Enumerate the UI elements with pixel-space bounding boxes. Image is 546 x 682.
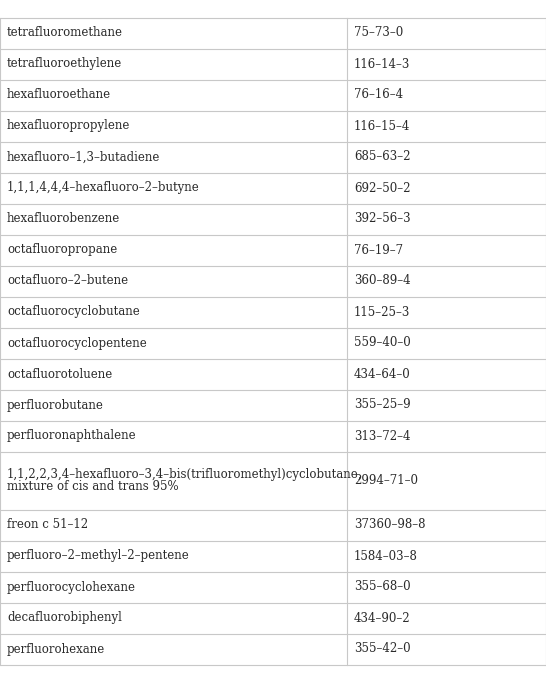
Text: 355–25–9: 355–25–9 [354,398,411,411]
Text: perfluoronaphthalene: perfluoronaphthalene [7,430,136,443]
Text: perfluorocyclohexane: perfluorocyclohexane [7,580,136,593]
Text: perfluoro–2–methyl–2–pentene: perfluoro–2–methyl–2–pentene [7,550,190,563]
Text: 75–73–0: 75–73–0 [354,27,403,40]
Text: tetrafluoroethylene: tetrafluoroethylene [7,57,122,70]
Text: 360–89–4: 360–89–4 [354,274,411,288]
Text: 355–42–0: 355–42–0 [354,642,411,655]
Text: 1,1,2,2,3,4–hexafluoro–3,4–bis(trifluoromethyl)cyclobutane,: 1,1,2,2,3,4–hexafluoro–3,4–bis(trifluoro… [7,468,363,481]
Text: 559–40–0: 559–40–0 [354,336,411,349]
Text: hexafluoropropylene: hexafluoropropylene [7,119,130,132]
Text: 692–50–2: 692–50–2 [354,181,411,194]
Text: 2994–71–0: 2994–71–0 [354,474,418,487]
Text: decafluorobiphenyl: decafluorobiphenyl [7,612,122,625]
Text: freon c 51–12: freon c 51–12 [7,518,88,531]
Text: tetrafluoromethane: tetrafluoromethane [7,27,123,40]
Text: hexafluorobenzene: hexafluorobenzene [7,213,120,226]
Text: perfluorobutane: perfluorobutane [7,398,104,411]
Text: 1,1,1,4,4,4–hexafluoro–2–butyne: 1,1,1,4,4,4–hexafluoro–2–butyne [7,181,200,194]
Text: octafluorocyclopentene: octafluorocyclopentene [7,336,147,349]
Text: octafluoro–2–butene: octafluoro–2–butene [7,274,128,288]
Text: 434–90–2: 434–90–2 [354,612,411,625]
Text: perfluorohexane: perfluorohexane [7,642,105,655]
Text: 313–72–4: 313–72–4 [354,430,411,443]
Text: octafluorocyclobutane: octafluorocyclobutane [7,306,140,318]
Text: 116–14–3: 116–14–3 [354,57,411,70]
Text: octafluoropropane: octafluoropropane [7,243,117,256]
Text: 115–25–3: 115–25–3 [354,306,411,318]
Text: 76–16–4: 76–16–4 [354,89,403,102]
Text: 434–64–0: 434–64–0 [354,368,411,381]
Text: 685–63–2: 685–63–2 [354,151,411,164]
Text: 355–68–0: 355–68–0 [354,580,411,593]
Text: 37360–98–8: 37360–98–8 [354,518,425,531]
Text: mixture of cis and trans 95%: mixture of cis and trans 95% [7,480,179,493]
Text: octafluorotoluene: octafluorotoluene [7,368,112,381]
Text: hexafluoroethane: hexafluoroethane [7,89,111,102]
Text: hexafluoro–1,3–butadiene: hexafluoro–1,3–butadiene [7,151,161,164]
Text: 116–15–4: 116–15–4 [354,119,411,132]
Text: 76–19–7: 76–19–7 [354,243,403,256]
Text: 392–56–3: 392–56–3 [354,213,411,226]
Text: 1584–03–8: 1584–03–8 [354,550,418,563]
